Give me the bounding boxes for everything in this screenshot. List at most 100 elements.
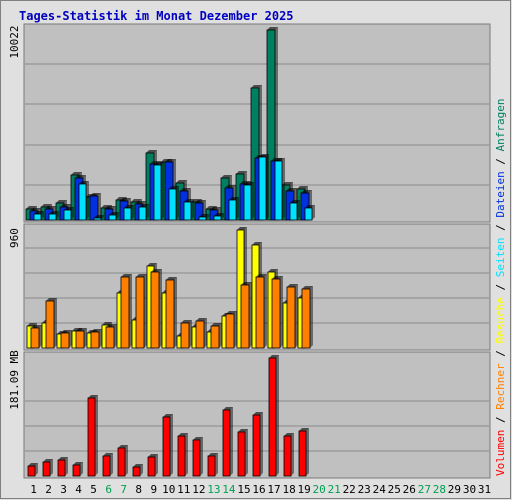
x-tick-day-20: 20	[312, 483, 325, 496]
bar-seiten-day-18-top	[290, 200, 300, 203]
bar-seiten-day-11-top	[184, 199, 194, 202]
bar-rechner-day-6-top	[106, 324, 117, 327]
bar-volumen-day-13-side	[215, 453, 218, 476]
bar-anfragen-day-11-top	[176, 180, 187, 183]
bar-seiten-day-10-top	[169, 186, 179, 189]
legend-separator-3: /	[494, 277, 507, 297]
bar-volumen-day-19-top	[299, 428, 309, 431]
bar-volumen-day-5-side	[95, 395, 98, 476]
x-tick-day-18: 18	[282, 483, 295, 496]
bar-rechner-day-19-top	[302, 286, 313, 289]
bar-seiten-day-1-top	[34, 211, 44, 214]
x-tick-day-11: 11	[177, 483, 190, 496]
bar-rechner-day-8-top	[136, 274, 147, 277]
bar-seiten-day-13	[213, 215, 222, 221]
bar-rechner-day-17-side	[280, 276, 283, 348]
bar-rechner-day-19	[301, 288, 311, 349]
bar-rechner-day-5-top	[91, 329, 102, 332]
bar-rechner-day-6-side	[114, 324, 117, 348]
bar-volumen-day-15-side	[245, 429, 248, 476]
bar-seiten-day-17	[274, 160, 283, 221]
bar-rechner-day-4	[75, 330, 85, 349]
bar-volumen-day-8-side	[140, 464, 143, 476]
bar-rechner-day-11	[180, 322, 190, 349]
bar-rechner-day-10	[165, 279, 175, 349]
legend-seiten: Seiten	[494, 238, 507, 278]
x-tick-day-3: 3	[60, 483, 67, 496]
bar-seiten-day-7	[123, 207, 132, 221]
bar-anfragen-day-14-top	[221, 175, 232, 178]
bar-seiten-day-4	[78, 183, 87, 221]
bar-rechner-day-14-top	[226, 311, 237, 314]
bar-volumen-day-1	[27, 465, 36, 477]
bar-volumen-day-10-side	[170, 414, 173, 476]
x-tick-day-13: 13	[207, 483, 220, 496]
chart-title: Tages-Statistik im Monat Dezember 2025	[19, 9, 294, 23]
bar-seiten-day-18	[289, 202, 298, 221]
bar-seiten-day-5-side	[101, 215, 104, 220]
x-tick-day-25: 25	[388, 483, 401, 496]
bar-seiten-day-3	[63, 209, 72, 221]
bar-dateien-day-3-top	[60, 204, 71, 207]
bar-volumen-day-10	[162, 416, 171, 477]
bar-rechner-day-2-top	[46, 298, 57, 301]
bar-seiten-day-16-side	[266, 154, 269, 220]
bar-rechner-day-15-side	[249, 282, 252, 348]
bar-volumen-day-16	[252, 414, 261, 477]
bar-volumen-day-12-top	[193, 437, 203, 440]
bar-volumen-day-18-top	[284, 433, 294, 436]
bar-volumen-day-19-side	[306, 428, 309, 476]
bar-volumen-day-11-side	[185, 433, 188, 476]
bar-rechner-day-12-top	[196, 318, 207, 321]
bar-seiten-day-15-top	[244, 182, 254, 185]
legend-dateien: Dateien	[494, 171, 507, 217]
bar-volumen-day-13-top	[208, 453, 218, 456]
bar-seiten-day-17-top	[275, 158, 285, 161]
bar-volumen-day-3	[57, 459, 66, 477]
bar-volumen-day-17-top	[269, 355, 279, 358]
bar-volumen-day-17	[268, 357, 277, 477]
x-tick-day-10: 10	[162, 483, 175, 496]
bar-besuche-day-9-top	[147, 263, 157, 266]
bar-dateien-day-11-top	[180, 188, 191, 191]
bar-volumen-day-12	[192, 439, 201, 477]
bar-rechner-day-17	[271, 278, 281, 349]
bar-anfragen-day-4-top	[71, 172, 82, 175]
bar-seiten-day-8	[138, 206, 147, 221]
x-tick-day-14: 14	[222, 483, 236, 496]
legend: Volumen / Rechner / Besuche / Seiten / D…	[494, 98, 507, 476]
bar-seiten-day-6-top	[109, 212, 119, 215]
bar-rechner-day-2-side	[54, 298, 57, 348]
bar-rechner-day-3-top	[61, 330, 72, 333]
x-tick-day-4: 4	[75, 483, 82, 496]
bar-seiten-day-7-side	[131, 205, 134, 220]
bar-seiten-day-4-side	[86, 181, 89, 220]
bar-anfragen-day-17-top	[267, 27, 278, 30]
bar-volumen-day-2-top	[43, 459, 53, 462]
bar-rechner-day-9-side	[159, 269, 162, 348]
bar-anfragen-day-15-top	[236, 171, 247, 174]
bar-besuche-day-15-top	[237, 227, 247, 230]
bar-dateien-day-12-top	[195, 200, 206, 203]
legend-anfragen: Anfragen	[494, 98, 507, 151]
x-tick-day-24: 24	[373, 483, 387, 496]
bar-seiten-day-19-side	[312, 205, 315, 220]
bar-volumen-day-18	[283, 435, 292, 477]
bar-rechner-day-5	[90, 331, 100, 349]
x-tick-day-21: 21	[328, 483, 341, 496]
bar-seiten-day-9-top	[154, 162, 164, 165]
bar-volumen-day-2	[42, 461, 51, 477]
bar-volumen-day-5	[87, 397, 96, 477]
bar-rechner-day-13-top	[211, 323, 222, 326]
bar-volumen-day-4-side	[80, 462, 83, 476]
bar-rechner-day-3	[60, 332, 70, 349]
bar-seiten-day-13-top	[214, 213, 224, 216]
bar-seiten-day-8-side	[146, 204, 149, 220]
x-tick-day-26: 26	[403, 483, 416, 496]
bar-dateien-day-14-top	[225, 185, 236, 188]
bar-rechner-day-5-side	[99, 329, 102, 348]
bar-rechner-day-12-side	[204, 318, 207, 348]
bar-dateien-day-18-top	[286, 188, 297, 191]
bar-volumen-day-11-top	[178, 433, 188, 436]
bar-rechner-day-7-side	[129, 274, 132, 348]
